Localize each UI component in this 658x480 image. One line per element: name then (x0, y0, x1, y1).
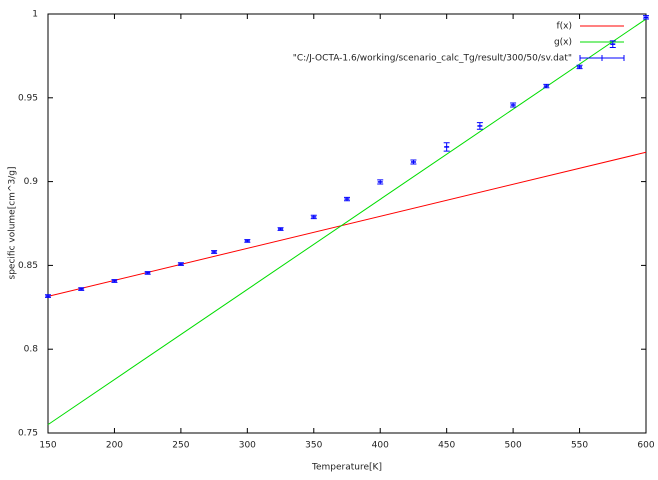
y-tick-label: 0.9 (24, 177, 39, 187)
legend-label: f(x) (556, 22, 572, 32)
y-tick-label: 0.8 (24, 345, 39, 355)
x-tick-label: 400 (372, 441, 389, 451)
series-line (47, 18, 647, 426)
y-tick-label: 0.95 (18, 93, 38, 103)
legend-label: "C:/J-OCTA-1.6/working/scenario_calc_Tg/… (293, 54, 572, 64)
plot-frame (47, 13, 647, 434)
y-tick-label: 1 (32, 10, 38, 20)
legend-swatch (579, 55, 625, 61)
x-tick-label: 350 (305, 441, 322, 451)
x-tick-label: 450 (438, 441, 455, 451)
x-tick-label: 500 (505, 441, 522, 451)
y-tick-label: 0.75 (18, 429, 38, 439)
y-axis-label: specific volume[cm^3/g] (8, 167, 18, 280)
x-axis-label: Temperature[K] (311, 463, 382, 473)
series-line (47, 151, 647, 297)
x-tick-label: 250 (172, 441, 189, 451)
x-tick-label: 200 (106, 441, 123, 451)
legend-label: g(x) (554, 38, 572, 48)
x-tick-label: 600 (637, 441, 654, 451)
x-tick-label: 550 (571, 441, 588, 451)
x-tick-label: 150 (39, 441, 56, 451)
y-tick-label: 0.85 (18, 261, 38, 271)
x-tick-label: 300 (239, 441, 256, 451)
